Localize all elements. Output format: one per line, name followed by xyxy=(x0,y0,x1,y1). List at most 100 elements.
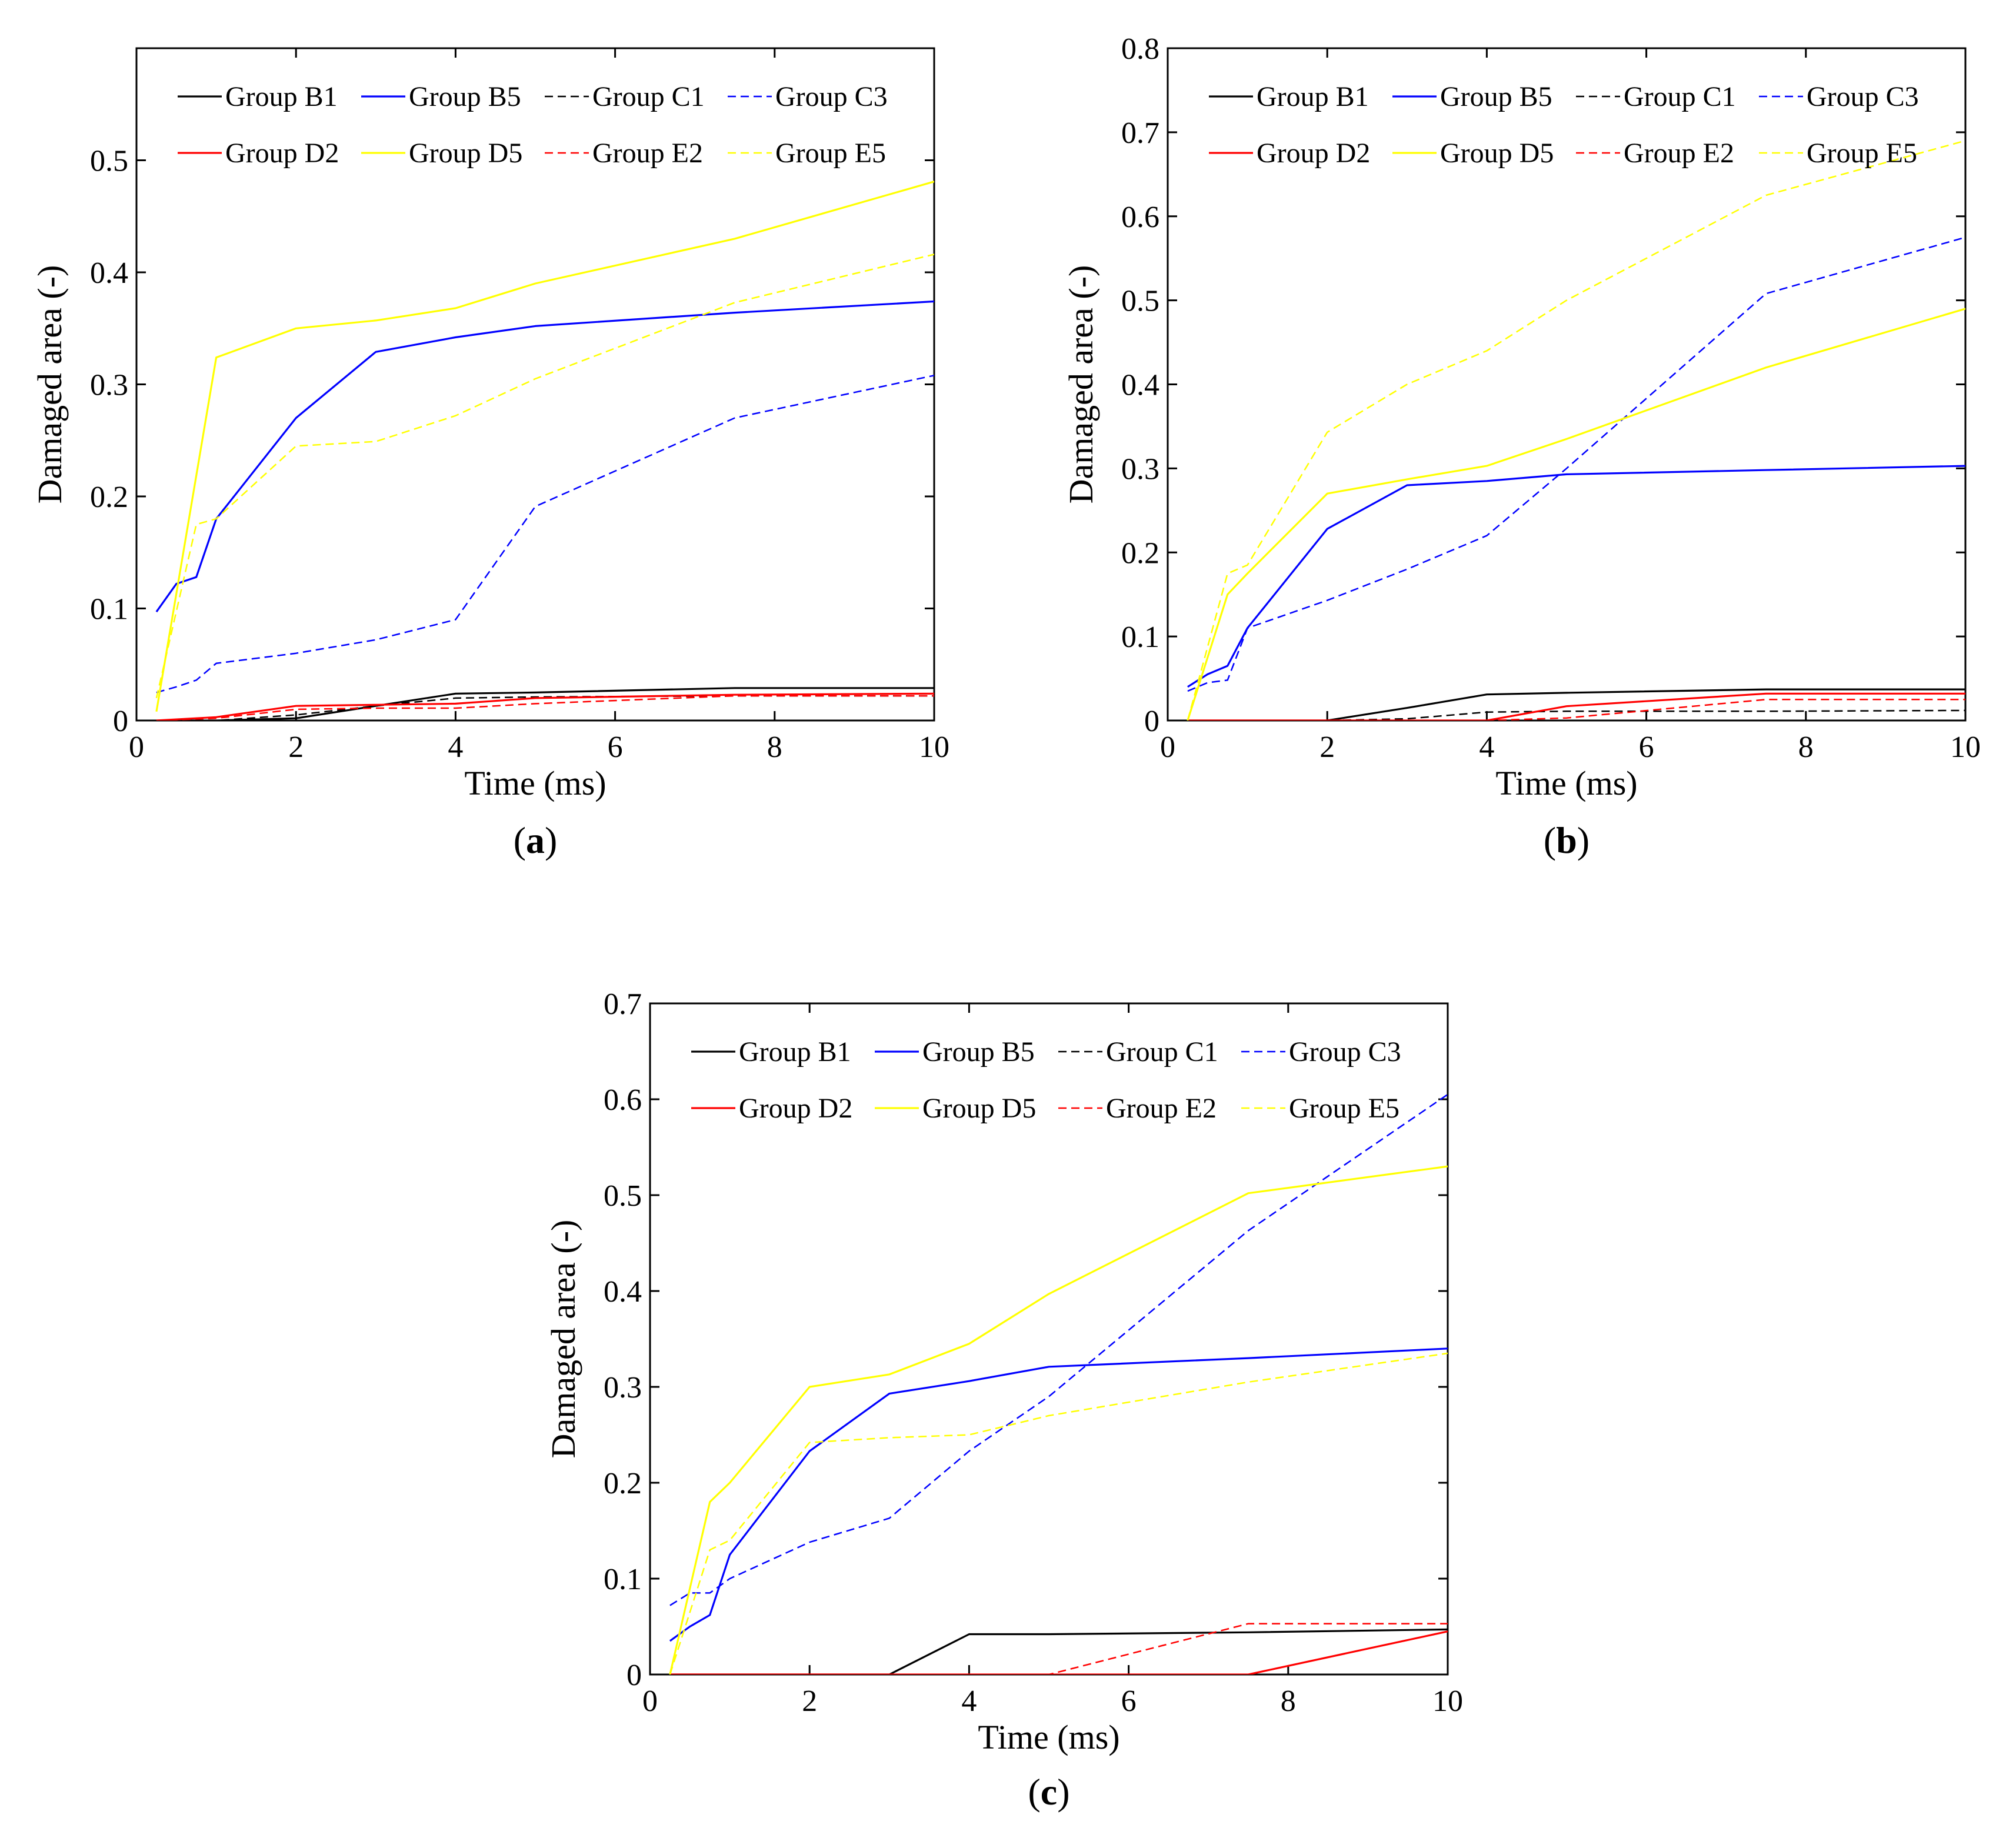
y-tick-label: 0.5 xyxy=(604,1179,642,1213)
legend-label: Group D2 xyxy=(739,1093,852,1124)
y-tick-label: 0.3 xyxy=(1121,452,1159,486)
x-tick-label: 4 xyxy=(1479,730,1494,764)
series-line-group-e5 xyxy=(155,253,934,699)
series-line-group-e2 xyxy=(669,1623,1448,1674)
y-axis-label: Damaged area (-) xyxy=(31,265,69,504)
series-line-group-d5 xyxy=(1187,308,1965,720)
y-axis-label: Damaged area (-) xyxy=(544,1220,582,1459)
x-tick-label: 6 xyxy=(608,730,623,764)
y-tick-label: 0.4 xyxy=(90,256,128,290)
x-tick-label: 0 xyxy=(642,1684,658,1718)
y-tick-label: 0 xyxy=(627,1659,642,1692)
legend-label: Group B5 xyxy=(1440,81,1552,112)
x-tick-label: 2 xyxy=(288,730,304,764)
legend-label: Group C1 xyxy=(1106,1036,1218,1068)
y-tick-label: 0.2 xyxy=(604,1467,642,1500)
series-line-group-b5 xyxy=(1187,465,1965,688)
y-tick-label: 0.6 xyxy=(1121,201,1159,234)
series-group xyxy=(669,1093,1448,1674)
y-tick-label: 0.4 xyxy=(1121,369,1159,402)
legend-label: Group C3 xyxy=(1807,81,1919,112)
x-tick-label: 6 xyxy=(1121,1684,1137,1718)
legend-label: Group D5 xyxy=(1440,138,1554,169)
legend-label: Group C3 xyxy=(1289,1036,1401,1068)
y-tick-label: 0 xyxy=(1144,705,1159,738)
y-tick-label: 0.6 xyxy=(604,1083,642,1117)
series-line-group-b5 xyxy=(669,1347,1448,1642)
y-tick-label: 0.3 xyxy=(604,1371,642,1405)
x-axis-label: Time (ms) xyxy=(464,764,606,802)
x-tick-label: 4 xyxy=(448,730,463,764)
panel-label: (b) xyxy=(1544,819,1590,861)
x-tick-label: 8 xyxy=(767,730,782,764)
series-line-group-e5 xyxy=(1187,139,1965,720)
series-line-group-d2 xyxy=(156,692,934,720)
x-tick-label: 10 xyxy=(919,730,949,764)
series-line-group-d2 xyxy=(1187,692,1965,720)
x-axis-label: Time (ms) xyxy=(1495,764,1637,802)
series-group xyxy=(1187,139,1965,720)
y-tick-label: 0.1 xyxy=(604,1563,642,1596)
series-group xyxy=(155,181,934,720)
legend-label: Group D2 xyxy=(1257,138,1370,169)
x-tick-label: 0 xyxy=(129,730,144,764)
series-line-group-d5 xyxy=(155,181,934,712)
x-tick-label: 4 xyxy=(961,1684,977,1718)
y-tick-label: 0 xyxy=(113,705,128,738)
y-tick-label: 0.7 xyxy=(1121,116,1159,150)
panel-label: (c) xyxy=(1028,1771,1069,1813)
series-line-group-e2 xyxy=(1187,699,1965,720)
y-tick-label: 0.1 xyxy=(90,593,128,626)
legend-label: Group C1 xyxy=(592,81,705,112)
y-tick-label: 0.3 xyxy=(90,369,128,402)
legend-label: Group B1 xyxy=(739,1036,851,1068)
legend: Group B1 Group B5 Group C1 Group C3 Group D2… xyxy=(178,81,888,169)
x-tick-label: 0 xyxy=(1160,730,1175,764)
y-tick-label: 0.1 xyxy=(1121,621,1159,654)
series-line-group-b1 xyxy=(156,687,934,720)
legend-label: Group B5 xyxy=(922,1036,1035,1068)
y-tick-label: 0.5 xyxy=(90,145,128,178)
legend-label: Group B1 xyxy=(1257,81,1369,112)
series-line-group-c3 xyxy=(669,1093,1448,1606)
legend-label: Group E2 xyxy=(1624,138,1734,169)
legend-label: Group D5 xyxy=(922,1093,1036,1124)
chart-panel-c: 0 2 4 6 8 10 0 0.1 0.2 0.3 0.4 0.5 0.6 0.7 Time (ms) Da… xyxy=(544,988,1463,1813)
y-tick-label: 0.4 xyxy=(604,1275,642,1309)
legend-label: Group E5 xyxy=(775,138,886,169)
y-tick-label: 0.2 xyxy=(90,481,128,514)
legend-label: Group B5 xyxy=(409,81,521,112)
x-tick-label: 8 xyxy=(1281,1684,1296,1718)
x-tick-label: 10 xyxy=(1950,730,1981,764)
series-line-group-c3 xyxy=(1187,236,1965,692)
panel-label: (a) xyxy=(514,819,558,861)
y-tick-label: 0.2 xyxy=(1121,536,1159,570)
chart-panel-a: 0 2 4 6 8 10 0 0.1 0.2 0.3 0.4 0.5 Time (ms) Damaged … xyxy=(31,47,949,861)
series-line-group-c3 xyxy=(156,375,934,693)
series-line-group-e2 xyxy=(156,695,934,720)
x-tick-label: 10 xyxy=(1432,1684,1463,1718)
y-tick-label: 0.5 xyxy=(1121,285,1159,318)
series-line-group-b1 xyxy=(1187,688,1965,720)
series-line-group-c1 xyxy=(1187,709,1965,720)
x-tick-label: 8 xyxy=(1798,730,1814,764)
legend-label: Group E5 xyxy=(1289,1093,1399,1124)
x-tick-label: 6 xyxy=(1639,730,1654,764)
series-line-group-d5 xyxy=(669,1165,1448,1674)
x-tick-label: 2 xyxy=(1319,730,1335,764)
legend: Group B1 Group B5 Group C1 Group C3 Group D2… xyxy=(691,1036,1401,1124)
legend-label: Group D5 xyxy=(409,138,522,169)
legend: Group B1 Group B5 Group C1 Group C3 Group D2… xyxy=(1209,81,1919,169)
legend-label: Group B1 xyxy=(225,81,338,112)
legend-label: Group E2 xyxy=(1106,1093,1217,1124)
chart-panel-b: 0 2 4 6 8 10 0 0.1 0.2 0.3 0.4 0.5 0.6 0.7 0.8 Time (ms… xyxy=(1062,32,1981,861)
series-line-group-b5 xyxy=(155,300,934,613)
legend-label: Group E2 xyxy=(592,138,703,169)
legend-label: Group E5 xyxy=(1807,138,1917,169)
legend-label: Group D2 xyxy=(225,138,339,169)
y-axis-label: Damaged area (-) xyxy=(1062,265,1100,504)
legend-label: Group C1 xyxy=(1624,81,1736,112)
legend-label: Group C3 xyxy=(775,81,888,112)
